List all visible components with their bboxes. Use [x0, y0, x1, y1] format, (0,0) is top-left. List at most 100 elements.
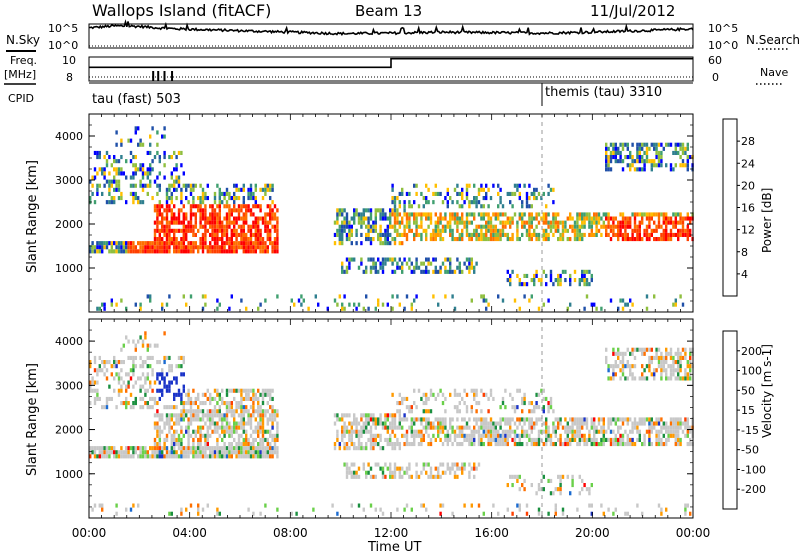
power-cell	[249, 191, 253, 196]
velocity-cell	[489, 425, 493, 430]
velocity-cell	[487, 409, 490, 414]
power-cell	[396, 196, 399, 201]
power-cell	[605, 163, 608, 168]
power-cell	[149, 241, 152, 246]
power-cell	[180, 208, 183, 213]
velocity-cell	[252, 401, 255, 406]
power-cell	[149, 134, 152, 139]
power-cell	[182, 228, 185, 233]
velocity-cell	[518, 442, 521, 447]
power-cell	[384, 241, 387, 246]
velocity-cell	[631, 437, 634, 442]
velocity-cell	[420, 503, 423, 508]
velocity-cell	[182, 384, 185, 389]
power-cell	[165, 204, 169, 209]
velocity-cell	[396, 425, 399, 430]
power-cell	[420, 220, 423, 225]
power-cell	[573, 278, 577, 283]
velocity-cell	[513, 429, 517, 434]
power-cell	[225, 204, 229, 209]
power-cell	[631, 232, 634, 237]
velocity-cell	[105, 376, 109, 381]
velocity-cell	[384, 437, 387, 442]
velocity-cell	[511, 417, 514, 422]
power-cell	[115, 302, 118, 307]
velocity-cell	[237, 405, 241, 410]
power-cell	[499, 232, 502, 237]
power-cell	[413, 237, 416, 242]
power-cell	[192, 249, 195, 254]
velocity-cell	[463, 462, 466, 467]
velocity-cell	[576, 421, 579, 426]
velocity-cell	[458, 429, 461, 434]
velocity-cell	[564, 437, 567, 442]
power-cell	[617, 150, 620, 155]
power-cell	[528, 183, 531, 188]
power-cell	[432, 294, 435, 299]
power-cell	[257, 245, 260, 250]
velocity-cell	[182, 355, 185, 360]
power-cell	[669, 163, 673, 168]
velocity-cell	[185, 392, 188, 397]
velocity-cell	[367, 462, 370, 467]
velocity-cell	[266, 454, 269, 459]
velocity-cell	[494, 437, 497, 442]
power-cell	[559, 237, 562, 242]
power-cell	[417, 224, 421, 229]
velocity-cell	[477, 503, 481, 508]
velocity-cell	[660, 376, 663, 381]
power-cell	[180, 228, 183, 233]
power-cell	[132, 155, 135, 160]
velocity-cell	[252, 454, 255, 459]
power-cell	[600, 224, 603, 229]
power-cell	[629, 163, 632, 168]
velocity-cell	[197, 392, 200, 397]
power-cell	[101, 171, 104, 176]
velocity-cell	[350, 470, 353, 475]
velocity-cell	[650, 425, 653, 430]
velocity-cell	[182, 409, 185, 414]
power-cell	[206, 245, 209, 250]
power-cell	[175, 187, 178, 192]
power-cell	[132, 245, 135, 250]
power-cell	[482, 224, 485, 229]
velocity-cell	[662, 360, 665, 365]
power-cell	[561, 220, 565, 225]
power-cell	[182, 204, 185, 209]
power-cell	[235, 216, 238, 221]
power-cell	[612, 224, 615, 229]
power-cell	[624, 155, 627, 160]
power-cell	[353, 216, 356, 221]
power-cell	[641, 155, 644, 160]
power-cell	[353, 208, 356, 213]
velocity-cell	[170, 446, 173, 451]
power-cell	[468, 232, 471, 237]
power-cell	[132, 183, 135, 188]
power-cell	[365, 216, 368, 221]
power-cell	[173, 245, 176, 250]
power-cell	[194, 232, 197, 237]
velocity-cell	[509, 429, 512, 434]
velocity-cell	[149, 454, 152, 459]
velocity-cell	[501, 437, 505, 442]
velocity-cell	[429, 421, 433, 426]
velocity-cell	[626, 417, 629, 422]
power-cell	[381, 257, 385, 262]
power-cell	[228, 237, 231, 242]
velocity-cell	[223, 454, 226, 459]
power-cell	[254, 196, 257, 201]
power-cell	[120, 249, 123, 254]
velocity-cell	[240, 450, 243, 455]
velocity-cell	[199, 437, 202, 442]
power-cell	[115, 142, 118, 147]
velocity-cell	[456, 405, 459, 410]
power-cell	[117, 187, 121, 192]
velocity-cell	[221, 450, 224, 455]
velocity-cell	[547, 429, 550, 434]
velocity-cell	[405, 405, 409, 410]
power-cell	[247, 224, 250, 229]
power-cell	[336, 232, 339, 237]
power-cell	[386, 302, 389, 307]
power-cell	[679, 146, 682, 151]
velocity-cell	[108, 450, 111, 455]
